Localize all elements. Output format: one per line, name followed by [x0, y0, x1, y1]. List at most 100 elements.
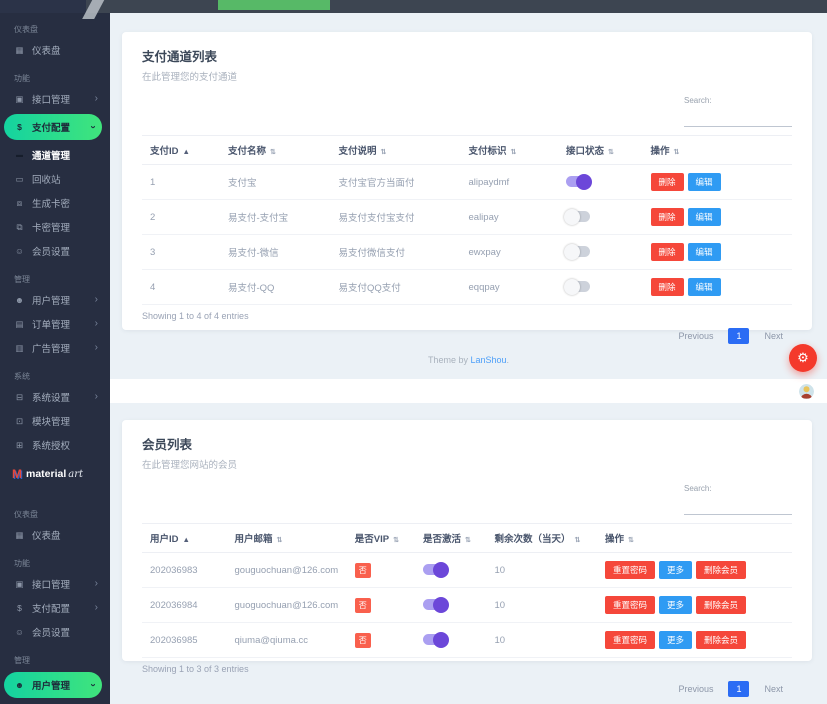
sort-asc-icon: ▲: [182, 535, 190, 544]
sidebar-item-interface[interactable]: ▣ 接口管理 ›: [15, 93, 98, 107]
more-button[interactable]: 更多: [659, 596, 693, 614]
cell-pay-code: alipaydmf: [460, 164, 558, 200]
column-header-actions[interactable]: 操作 ⇅: [597, 523, 792, 553]
edit-button[interactable]: 编辑: [687, 173, 721, 191]
cell-pay-code: ealipay: [460, 199, 558, 235]
pagination-previous[interactable]: Previous: [678, 331, 714, 341]
status-toggle-off[interactable]: [564, 278, 590, 295]
chevron-right-icon: ›: [94, 578, 98, 589]
sidebar-item-channel-manage[interactable]: ▬ 通道管理: [16, 151, 71, 162]
table-row: 3 易支付-微信 易支付微信支付 ewxpay 删除 编辑: [142, 234, 792, 270]
edit-button[interactable]: 编辑: [687, 208, 721, 226]
page-title: 支付通道列表: [142, 50, 218, 64]
search-input[interactable]: [684, 501, 792, 515]
active-toggle-on[interactable]: [423, 631, 449, 648]
reset-password-button[interactable]: 重置密码: [605, 596, 656, 614]
sidebar-item-system-settings[interactable]: ⊟ 系统设置 ›: [15, 391, 98, 405]
badge-icon: ▥: [15, 342, 24, 353]
sidebar-item-payment-config-active[interactable]: $ 支付配置 ›: [4, 114, 102, 140]
active-toggle-on[interactable]: [423, 561, 449, 578]
reset-password-button[interactable]: 重置密码: [605, 631, 656, 649]
sidebar: 仪表盘 ▦ 仪表盘 功能 ▣ 接口管理 › $ 支付配置 › ▬ 通道管理 ▭ …: [0, 13, 110, 704]
column-header-pay-code[interactable]: 支付标识 ⇅: [460, 135, 558, 165]
cell-status: [558, 269, 643, 305]
sidebar-item-card-manage[interactable]: ⧉ 卡密管理: [0, 215, 110, 239]
reset-password-button[interactable]: 重置密码: [605, 561, 656, 579]
delete-button[interactable]: 删除: [650, 243, 684, 261]
cell-active: [415, 552, 487, 588]
cell-vip: 否: [346, 552, 415, 588]
status-toggle-off[interactable]: [564, 208, 590, 225]
cell-remaining: 10: [486, 552, 597, 588]
dollar-icon: $: [17, 603, 22, 613]
cell-actions: 重置密码 更多 删除会员: [597, 622, 792, 658]
search-label: Search:: [684, 484, 712, 493]
sidebar-item-generate-card[interactable]: ⧈ 生成卡密: [0, 191, 110, 215]
delete-member-button[interactable]: 删除会员: [696, 631, 747, 649]
sidebar-item-order-manage[interactable]: ▤ 订单管理 ›: [15, 318, 98, 332]
smiley-icon: ☺: [15, 627, 24, 637]
sidebar-item-user-manage[interactable]: ☻ 用户管理 ›: [15, 294, 98, 308]
payment-channel-card: 支付通道列表 在此管理您的支付通道 Search: 支付ID ▲ 支付名称 ⇅ 支付…: [122, 32, 812, 344]
sidebar-item-system-auth[interactable]: ⊞ 系统授权: [15, 439, 71, 453]
sidebar-item-module-manage[interactable]: ⊡ 模块管理: [15, 415, 71, 429]
sidebar2-item-member-settings[interactable]: ☺ 会员设置: [15, 627, 71, 639]
column-header-email[interactable]: 用户邮箱 ⇅: [226, 523, 347, 553]
settings-fab-button[interactable]: ⚙: [789, 344, 817, 372]
more-button[interactable]: 更多: [659, 561, 693, 579]
delete-member-button[interactable]: 删除会员: [696, 561, 747, 579]
lanshou-link[interactable]: LanShou: [470, 355, 507, 365]
cell-status: [558, 164, 643, 200]
active-toggle-on[interactable]: [423, 596, 449, 613]
cell-actions: 删除 编辑: [642, 199, 792, 235]
sort-icon: ⇅: [510, 149, 517, 156]
column-header-actions[interactable]: 操作 ⇅: [642, 135, 792, 165]
pagination-page-1[interactable]: 1: [728, 328, 750, 344]
member-list-card: 会员列表 在此管理您网站的会员 Search: 用户ID ▲ 用户邮箱 ⇅ 是否VI…: [122, 420, 812, 697]
sidebar2-item-payment-config[interactable]: $ 支付配置 ›: [0, 596, 110, 620]
pagination-next[interactable]: Next: [764, 331, 783, 341]
sidebar-section-manage: 管理: [14, 275, 30, 284]
sidebar-item-dashboard[interactable]: ▦ 仪表盘: [0, 38, 110, 62]
sidebar2-item-user-manage-active[interactable]: ☻ 用户管理 ›: [4, 672, 102, 698]
edit-button[interactable]: 编辑: [687, 243, 721, 261]
cell-pay-id: 1: [142, 164, 220, 200]
sort-icon: ⇅: [270, 149, 276, 156]
sidebar-item-member-settings[interactable]: ☺ 会员设置: [15, 246, 71, 258]
column-header-pay-name[interactable]: 支付名称 ⇅: [220, 135, 331, 165]
status-toggle-off[interactable]: [564, 243, 590, 260]
column-header-pay-desc[interactable]: 支付说明 ⇅: [330, 135, 461, 165]
sidebar2-item-dashboard[interactable]: ▦ 仪表盘: [15, 529, 61, 543]
column-header-pay-id[interactable]: 支付ID ▲: [142, 135, 220, 165]
chevron-right-icon: ›: [94, 318, 98, 329]
sort-icon: ⇅: [574, 537, 581, 544]
pagination: Previous 1 Next: [142, 328, 792, 344]
sort-icon: ⇅: [380, 149, 387, 156]
delete-member-button[interactable]: 删除会员: [696, 596, 747, 614]
column-header-status[interactable]: 接口状态 ⇅: [558, 135, 643, 165]
column-header-remaining[interactable]: 剩余次数（当天） ⇅: [486, 523, 597, 553]
sidebar-item-ad-manage[interactable]: ▥ 广告管理 ›: [15, 342, 98, 356]
delete-button[interactable]: 删除: [650, 208, 684, 226]
delete-button[interactable]: 删除: [650, 173, 684, 191]
sort-icon: ⇅: [673, 149, 680, 156]
delete-button[interactable]: 删除: [650, 278, 684, 296]
cell-actions: 删除 编辑: [642, 269, 792, 305]
sort-icon: ⇅: [276, 537, 283, 544]
user-avatar[interactable]: [799, 383, 814, 399]
status-toggle-on[interactable]: [566, 173, 592, 190]
column-header-active[interactable]: 是否激活 ⇅: [415, 523, 487, 553]
more-button[interactable]: 更多: [659, 631, 693, 649]
pagination-next[interactable]: Next: [764, 684, 783, 694]
search-input[interactable]: [684, 113, 792, 127]
pagination-page-1[interactable]: 1: [728, 681, 750, 697]
sidebar2-item-interface[interactable]: ▣ 接口管理 ›: [15, 578, 98, 592]
column-header-vip[interactable]: 是否VIP ⇅: [346, 523, 415, 553]
sort-asc-icon: ▲: [182, 147, 190, 156]
pagination-previous[interactable]: Previous: [678, 684, 714, 694]
sidebar-item-recycle-bin[interactable]: ▭ 回收站: [15, 173, 61, 187]
cell-actions: 删除 编辑: [642, 164, 792, 200]
top-navbar: [0, 0, 827, 19]
column-header-user-id[interactable]: 用户ID ▲: [142, 523, 227, 553]
edit-button[interactable]: 编辑: [687, 278, 721, 296]
